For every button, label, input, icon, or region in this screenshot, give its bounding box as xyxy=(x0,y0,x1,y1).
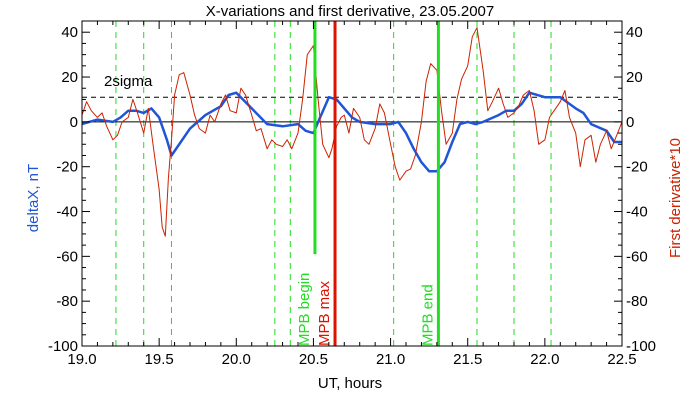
x-tick-label-5: 21.5 xyxy=(453,351,482,368)
x-tick-label-2: 20.0 xyxy=(222,351,251,368)
y-axis-title-left: deltaX, nT xyxy=(25,164,42,232)
y-axis-title-right: First derivative*10 xyxy=(667,138,684,258)
x-axis-title: UT, hours xyxy=(318,375,382,392)
plot-area: MPB begin MPB max MPB end 19.0 19.5 20.0 20.5 2… xyxy=(48,20,656,368)
series-line-deltaX xyxy=(81,91,622,173)
mpb-label-1: MPB max xyxy=(316,280,333,346)
series-line-derivative xyxy=(81,27,623,237)
chart-title: X-variations and first derivative, 23.05… xyxy=(206,3,495,20)
y-tick-label-right-0: 40 xyxy=(626,24,643,41)
x-tick-label-6: 22.0 xyxy=(530,351,559,368)
mpb-label-2: MPB end xyxy=(419,284,436,346)
x-tick-label-3: 20.5 xyxy=(299,351,328,368)
y-tick-label-left-3: -20 xyxy=(56,159,78,176)
y-tick-label-left-2: 0 xyxy=(70,114,78,131)
y-tick-label-right-7: -100 xyxy=(626,338,656,355)
y-tick-label-right-3: -20 xyxy=(626,159,648,176)
x-tick-label-7: 22.5 xyxy=(607,351,636,368)
mpb-label-0: MPB begin xyxy=(296,273,313,346)
plot-frame xyxy=(81,20,623,347)
y-tick-label-right-4: -40 xyxy=(626,204,648,221)
y-tick-label-left-6: -80 xyxy=(56,293,78,310)
x-tick-label-4: 21.0 xyxy=(376,351,405,368)
y-tick-label-right-1: 20 xyxy=(626,69,643,86)
x-tick-label-0: 19.0 xyxy=(67,351,96,368)
y-tick-label-left-7: -100 xyxy=(48,338,78,355)
y-tick-label-left-4: -40 xyxy=(56,204,78,221)
y-tick-label-right-6: -80 xyxy=(626,293,648,310)
y-tick-label-left-5: -60 xyxy=(56,248,78,265)
x-tick-label-1: 19.5 xyxy=(145,351,174,368)
sigma-label: 2sigma xyxy=(104,73,153,90)
y-tick-label-left-1: 20 xyxy=(61,69,78,86)
y-tick-label-right-2: 0 xyxy=(626,114,634,131)
y-tick-label-left-0: 40 xyxy=(61,24,78,41)
y-tick-label-right-5: -60 xyxy=(626,248,648,265)
